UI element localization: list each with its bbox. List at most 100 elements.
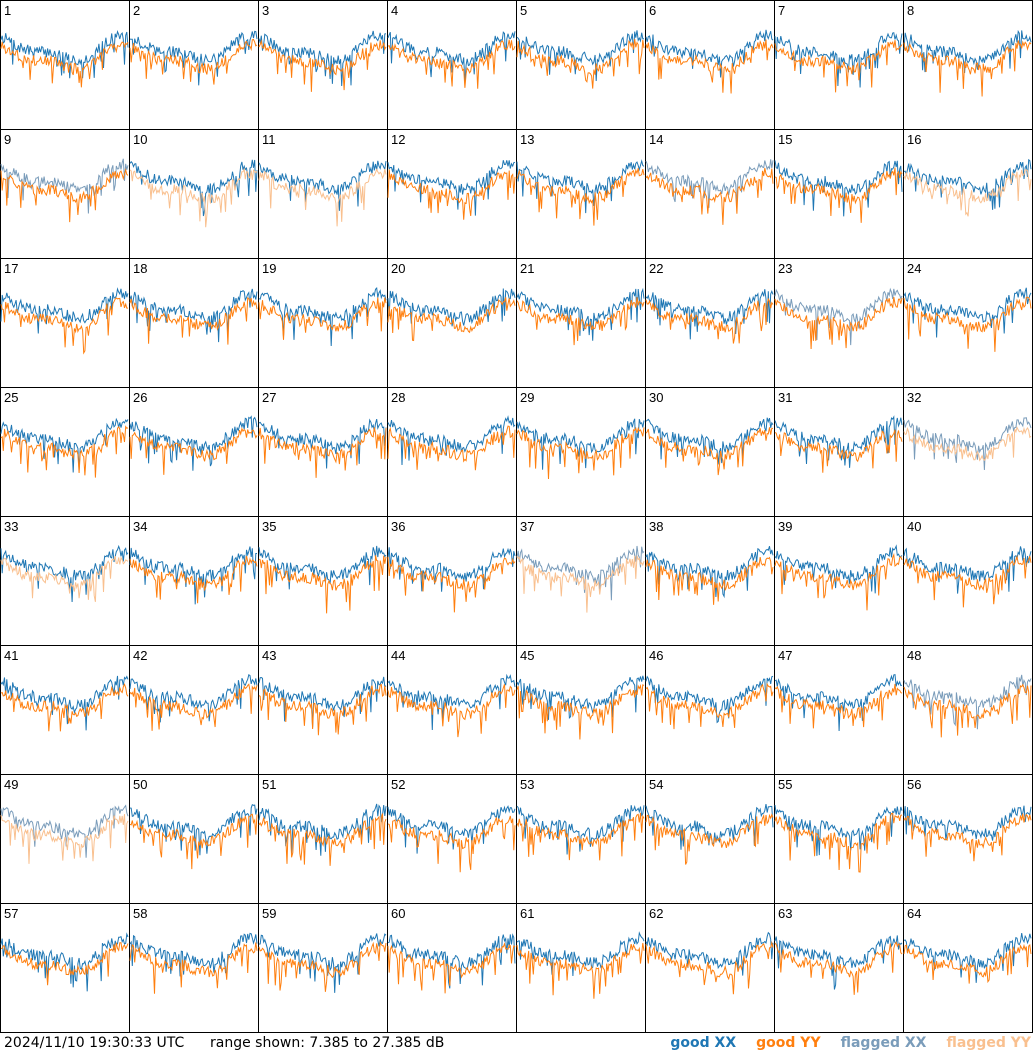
panel-label: 28 bbox=[391, 390, 405, 405]
series-yy-good bbox=[645, 813, 774, 865]
series-yy-good bbox=[774, 40, 903, 93]
series-yy-good bbox=[258, 941, 387, 992]
series-yy-good bbox=[645, 682, 774, 730]
series-yy-good bbox=[0, 168, 129, 223]
panel-51: 51 bbox=[258, 774, 388, 904]
series-xx-good bbox=[129, 546, 257, 605]
panel-2: 2 bbox=[129, 0, 259, 130]
series-yy-good bbox=[903, 40, 1032, 97]
series-xx-good bbox=[129, 30, 258, 86]
panel-52: 52 bbox=[387, 774, 517, 904]
panel-45: 45 bbox=[516, 645, 646, 775]
series-xx-flagged bbox=[774, 287, 903, 346]
panel-label: 10 bbox=[133, 132, 147, 147]
series-yy-good bbox=[258, 813, 387, 866]
series-xx-good bbox=[258, 803, 387, 856]
series-xx-good bbox=[258, 287, 387, 347]
series-xx-good bbox=[903, 933, 1032, 983]
panel-26: 26 bbox=[129, 387, 259, 517]
series-yy-flagged bbox=[129, 167, 258, 228]
series-xx-good bbox=[645, 546, 774, 599]
series-yy-good bbox=[387, 684, 516, 738]
series-xx-good bbox=[903, 158, 1032, 210]
panel-55: 55 bbox=[774, 774, 904, 904]
series-xx-good bbox=[645, 675, 774, 724]
panel-label: 52 bbox=[391, 777, 405, 792]
panel-label: 55 bbox=[778, 777, 792, 792]
series-xx-good bbox=[258, 30, 387, 87]
series-xx-good bbox=[0, 544, 129, 603]
panel-3: 3 bbox=[258, 0, 388, 130]
series-xx-flagged bbox=[903, 674, 1032, 730]
series-yy-good bbox=[516, 426, 645, 480]
series-yy-flagged bbox=[516, 555, 645, 613]
series-yy-good bbox=[516, 38, 645, 89]
series-yy-good bbox=[903, 554, 1032, 608]
panel-frame bbox=[774, 645, 904, 775]
panel-frame bbox=[258, 903, 388, 1033]
panel-label: 61 bbox=[520, 906, 534, 921]
panel-label: 49 bbox=[4, 777, 18, 792]
panel-8: 8 bbox=[903, 0, 1033, 130]
series-yy-good bbox=[0, 942, 129, 986]
series-xx-good bbox=[774, 935, 903, 990]
panel-60: 60 bbox=[387, 903, 517, 1033]
panel-label: 56 bbox=[907, 777, 921, 792]
panel-frame bbox=[516, 645, 646, 775]
panel-frame bbox=[516, 903, 646, 1033]
panel-15: 15 bbox=[774, 129, 904, 259]
series-xx-good bbox=[774, 160, 903, 217]
panel-25: 25 bbox=[0, 387, 130, 517]
panel-label: 20 bbox=[391, 261, 405, 276]
panel-label: 62 bbox=[649, 906, 663, 921]
panel-54: 54 bbox=[645, 774, 775, 904]
legend-good-yy: good YY bbox=[756, 1035, 821, 1051]
series-yy-good bbox=[774, 552, 903, 611]
series-xx-flagged bbox=[645, 159, 774, 208]
series-yy-good bbox=[774, 683, 903, 729]
series-xx-good bbox=[774, 673, 903, 732]
panel-label: 12 bbox=[391, 132, 405, 147]
series-yy-good bbox=[387, 169, 516, 220]
panel-31: 31 bbox=[774, 387, 904, 517]
panel-frame bbox=[645, 0, 775, 130]
panel-64: 64 bbox=[903, 903, 1033, 1033]
panel-43: 43 bbox=[258, 645, 388, 775]
series-yy-good bbox=[129, 427, 258, 475]
panel-18: 18 bbox=[129, 258, 259, 388]
panel-33: 33 bbox=[0, 516, 130, 646]
panel-frame bbox=[129, 645, 259, 775]
series-yy-good bbox=[129, 296, 258, 345]
panel-29: 29 bbox=[516, 387, 646, 517]
panel-6: 6 bbox=[645, 0, 775, 130]
panel-35: 35 bbox=[258, 516, 388, 646]
panel-frame bbox=[903, 258, 1033, 388]
series-xx-good bbox=[129, 932, 258, 977]
series-yy-good bbox=[903, 813, 1032, 862]
series-yy-good bbox=[903, 296, 1032, 352]
panel-16: 16 bbox=[903, 129, 1033, 259]
panel-label: 63 bbox=[778, 906, 792, 921]
panel-label: 3 bbox=[262, 3, 269, 18]
series-xx-good bbox=[258, 160, 387, 211]
panel-41: 41 bbox=[0, 645, 130, 775]
panel-frame bbox=[129, 129, 259, 259]
panel-46: 46 bbox=[645, 645, 775, 775]
series-xx-good bbox=[387, 805, 516, 854]
series-xx-flagged bbox=[0, 804, 129, 858]
panel-42: 42 bbox=[129, 645, 259, 775]
panel-24: 24 bbox=[903, 258, 1033, 388]
legend-flagged-yy: flagged YY bbox=[946, 1035, 1031, 1051]
panel-label: 32 bbox=[907, 390, 921, 405]
panel-label: 8 bbox=[907, 3, 914, 18]
panel-56: 56 bbox=[903, 774, 1033, 904]
series-yy-good bbox=[774, 941, 903, 995]
panel-label: 37 bbox=[520, 519, 534, 534]
series-yy-good bbox=[387, 942, 516, 994]
panel-label: 41 bbox=[4, 648, 18, 663]
series-yy-good bbox=[516, 168, 645, 226]
series-yy-flagged bbox=[0, 556, 129, 602]
series-xx-good bbox=[129, 288, 258, 343]
panel-label: 14 bbox=[649, 132, 663, 147]
panel-frame bbox=[387, 387, 517, 517]
